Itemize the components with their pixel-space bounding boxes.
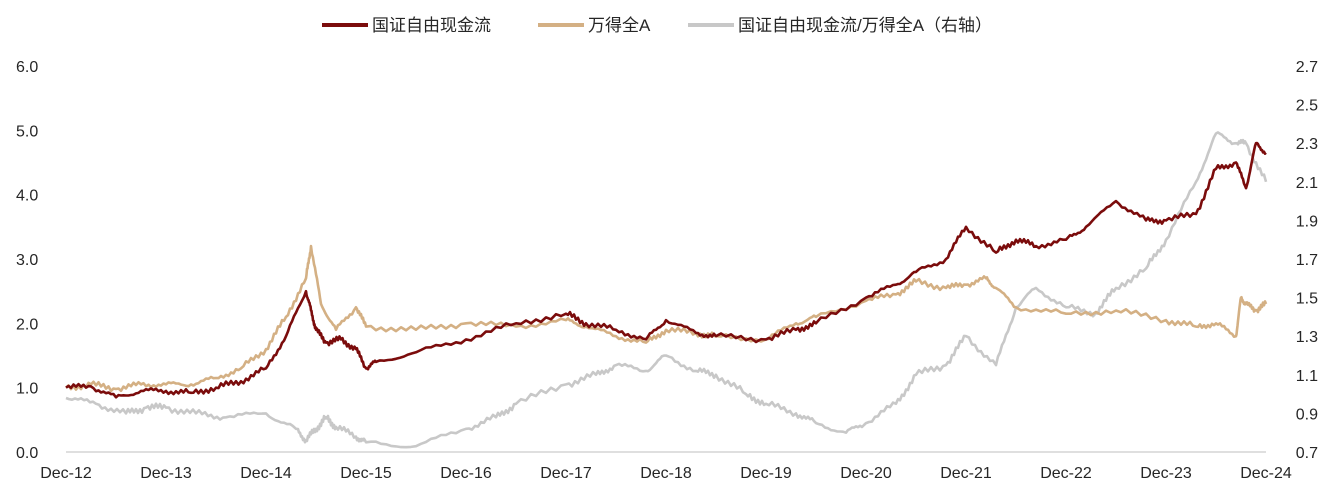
left-y-tick-label: 5.0 xyxy=(16,123,38,140)
right-y-tick-label: 1.5 xyxy=(1296,291,1318,308)
x-tick-label: Dec-16 xyxy=(440,465,492,482)
x-tick-label: Dec-13 xyxy=(140,465,192,482)
right-y-tick-label: 2.3 xyxy=(1296,136,1318,153)
x-axis: Dec-12 Dec-13 Dec-14 Dec-15 Dec-16 Dec-17 Dec-… xyxy=(40,451,1292,482)
legend-label: 万得全A xyxy=(588,16,651,35)
x-tick-label: Dec-14 xyxy=(240,465,292,482)
x-tick-label: Dec-19 xyxy=(740,465,792,482)
x-tick-label: Dec-23 xyxy=(1140,465,1192,482)
right-y-tick-label: 1.1 xyxy=(1296,368,1318,385)
x-tick-label: Dec-24 xyxy=(1240,465,1292,482)
x-tick-label: Dec-15 xyxy=(340,465,392,482)
legend-label: 国证自由现金流/万得全A（右轴） xyxy=(738,16,992,35)
series-line-3 xyxy=(65,131,1268,449)
legend-label: 国证自由现金流 xyxy=(372,16,491,35)
right-y-tick-label: 2.7 xyxy=(1296,59,1318,76)
right-y-tick-label: 1.3 xyxy=(1296,329,1318,346)
right-y-tick-label: 0.7 xyxy=(1296,445,1318,462)
x-tick-label: Dec-22 xyxy=(1040,465,1092,482)
right-y-tick-label: 1.9 xyxy=(1296,213,1318,230)
series-line-2 xyxy=(65,244,1268,393)
right-y-tick-label: 1.7 xyxy=(1296,252,1318,269)
left-y-axis: 0.0 1.0 2.0 3.0 4.0 5.0 6.0 xyxy=(16,59,38,462)
x-tick-label: Dec-12 xyxy=(40,465,92,482)
left-y-tick-label: 4.0 xyxy=(16,188,38,205)
left-y-tick-label: 0.0 xyxy=(16,445,38,462)
x-tick-label: Dec-18 xyxy=(640,465,692,482)
legend: 国证自由现金流 万得全A 国证自由现金流/万得全A（右轴） xyxy=(322,16,992,35)
left-y-tick-label: 2.0 xyxy=(16,316,38,333)
right-y-axis: 0.7 0.9 1.1 1.3 1.5 1.7 1.9 2.1 2.3 2.5 2.7 xyxy=(1296,59,1318,462)
x-tick-label: Dec-20 xyxy=(840,465,892,482)
left-y-tick-label: 3.0 xyxy=(16,252,38,269)
x-tick-label: Dec-21 xyxy=(940,465,992,482)
right-y-tick-label: 2.5 xyxy=(1296,98,1318,115)
left-y-tick-label: 6.0 xyxy=(16,59,38,76)
x-tick-label: Dec-17 xyxy=(540,465,592,482)
left-y-tick-label: 1.0 xyxy=(16,381,38,398)
series-line-1 xyxy=(65,141,1267,399)
right-y-tick-label: 0.9 xyxy=(1296,406,1318,423)
right-y-tick-label: 2.1 xyxy=(1296,175,1318,192)
series-layer xyxy=(65,131,1268,449)
